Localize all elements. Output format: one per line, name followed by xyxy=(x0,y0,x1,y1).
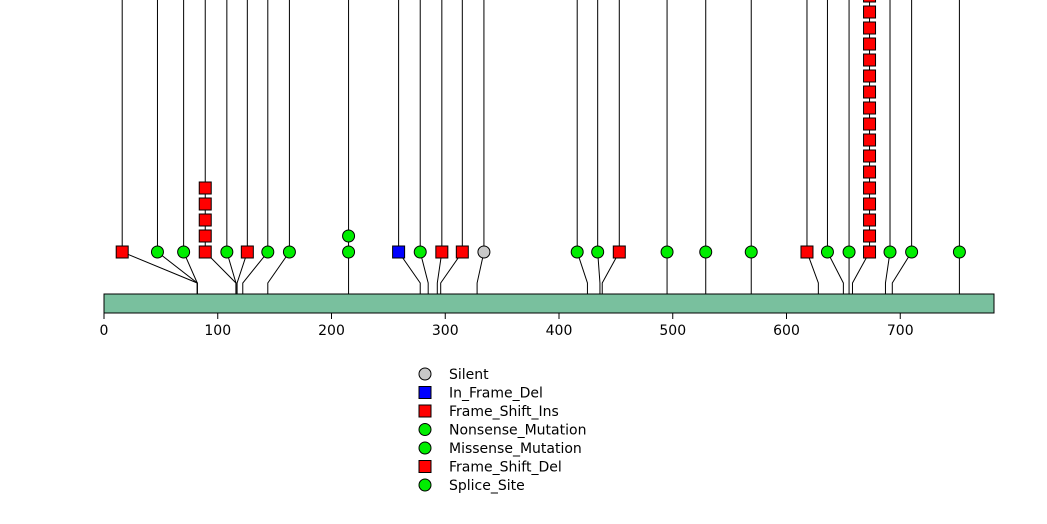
mutation-stem xyxy=(242,0,269,294)
mutation-marker xyxy=(198,229,212,243)
mutation-marker xyxy=(863,0,877,3)
legend-swatch xyxy=(418,404,432,418)
mutation-marker xyxy=(413,245,427,259)
legend-swatch xyxy=(418,423,432,436)
mutation-marker xyxy=(660,245,674,259)
mutation-marker xyxy=(744,245,758,259)
x-tick-label: 0 xyxy=(100,323,109,339)
mutation-marker xyxy=(220,245,234,259)
mutation-stem xyxy=(398,0,421,294)
mutation-marker xyxy=(863,149,877,163)
mutation-marker xyxy=(863,229,877,243)
mutation-stem xyxy=(419,0,429,294)
mutation-stem xyxy=(826,0,844,294)
mutation-marker xyxy=(150,245,164,259)
mutation-stem xyxy=(891,0,913,294)
mutation-marker xyxy=(342,245,356,259)
x-tick-label: 200 xyxy=(318,323,345,339)
legend-label: Silent xyxy=(449,367,489,383)
mutation-stem xyxy=(183,0,198,294)
legend-swatch xyxy=(418,441,432,455)
x-tick-label: 700 xyxy=(887,323,914,339)
mutation-marker xyxy=(863,181,877,195)
mutation-marker xyxy=(115,245,129,259)
x-axis: 0 100 200 300 400 500 600 700 xyxy=(100,313,914,339)
legend-swatch xyxy=(418,478,432,492)
mutation-marker xyxy=(455,245,469,259)
mutation-marker xyxy=(842,245,856,259)
mutation-marker xyxy=(883,245,897,259)
legend-label: Frame_Shift_Ins xyxy=(449,404,559,420)
mutation-stem xyxy=(576,0,588,294)
x-tick-label: 300 xyxy=(432,323,459,339)
legend-swatch xyxy=(418,386,432,399)
mutation-stem xyxy=(236,0,248,294)
mutation-marker xyxy=(477,245,491,259)
mutation-marker xyxy=(863,37,877,51)
mutation-marker xyxy=(570,245,584,259)
mutation-marker xyxy=(240,245,254,259)
mutation-stem xyxy=(597,0,601,294)
mutation-marker xyxy=(952,245,966,259)
mutation-marker xyxy=(863,165,877,179)
legend-label: Splice_Site xyxy=(449,478,525,494)
mutation-marker xyxy=(435,245,449,259)
mutation-stem xyxy=(476,0,485,294)
mutation-marker xyxy=(198,197,212,211)
legend-swatch xyxy=(418,367,432,381)
legend-label: Frame_Shift_Del xyxy=(449,460,562,476)
mutation-stem xyxy=(440,0,463,294)
mutation-stem xyxy=(806,0,819,294)
mutation-marker xyxy=(863,53,877,67)
mutation-marker xyxy=(863,133,877,147)
mutation-marker xyxy=(198,245,212,259)
mutation-marker xyxy=(699,245,713,259)
mutation-marker xyxy=(342,229,356,243)
mutation-marker xyxy=(863,69,877,83)
mutation-marker xyxy=(905,245,919,259)
mutation-marker xyxy=(177,245,191,259)
mutation-stem xyxy=(226,0,237,294)
mutation-marker xyxy=(820,245,834,259)
legend-label: Missense_Mutation xyxy=(449,441,582,457)
mutation-marker xyxy=(863,213,877,227)
mutation-marker xyxy=(863,21,877,35)
mutation-stem xyxy=(436,0,443,294)
mutation-marker xyxy=(282,245,296,259)
mutation-marker xyxy=(863,197,877,211)
mutation-stem xyxy=(601,0,620,294)
protein-bar xyxy=(103,293,995,314)
legend-swatch xyxy=(418,460,432,473)
mutation-marker xyxy=(863,101,877,115)
mutation-markers xyxy=(115,0,966,259)
mutation-marker xyxy=(198,181,212,195)
mutation-marker xyxy=(800,245,814,259)
mutation-marker xyxy=(612,245,626,259)
legend: Silent In_Frame_Del Frame_Shift_Ins Nonsens… xyxy=(418,367,586,494)
x-tick-label: 500 xyxy=(659,323,686,339)
mutation-marker xyxy=(863,85,877,99)
x-tick-label: 600 xyxy=(773,323,800,339)
x-tick-label: 100 xyxy=(204,323,231,339)
mutation-stems xyxy=(121,0,960,294)
mutation-marker xyxy=(591,245,605,259)
mutation-marker xyxy=(261,245,275,259)
mutation-marker xyxy=(198,213,212,227)
mutation-stem xyxy=(267,0,290,294)
mutation-marker xyxy=(863,117,877,131)
x-tick-label: 400 xyxy=(546,323,573,339)
mutation-marker xyxy=(863,5,877,19)
mutation-marker xyxy=(392,245,406,259)
mutation-stem xyxy=(884,0,891,294)
mutation-marker xyxy=(863,245,877,259)
legend-label: In_Frame_Del xyxy=(449,386,543,402)
legend-label: Nonsense_Mutation xyxy=(449,423,586,439)
